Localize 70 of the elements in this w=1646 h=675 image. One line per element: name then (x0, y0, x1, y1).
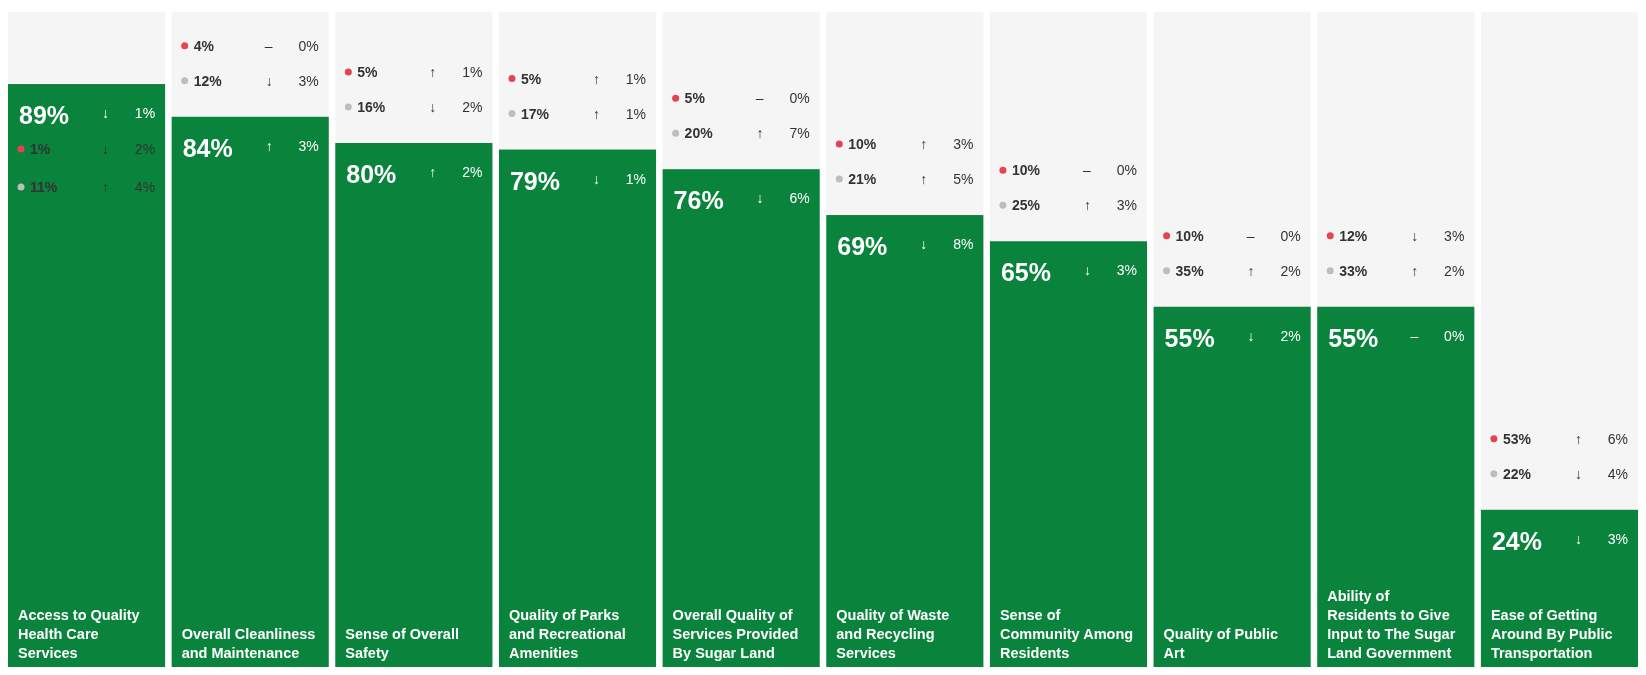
annotation: – 0% (1083, 162, 1138, 179)
x-tick-label: Sense of Overall Safety (345, 625, 460, 663)
data-label: 55% (1328, 323, 1379, 352)
annotation: 11% (30, 179, 58, 196)
x-tick-label: Ability of Residents to Give Input to The Sugar Land Government (1327, 587, 1457, 663)
annotation: ↓ 3% (1083, 262, 1138, 279)
annotation: ↑ 3% (265, 137, 319, 154)
annotation: ↑ 3% (1083, 197, 1138, 214)
annotation: 1% (30, 141, 51, 158)
data-label: 24% (1491, 526, 1542, 555)
annotation: ↓ 3% (265, 72, 319, 89)
annotation: ↓ 3% (1411, 227, 1465, 244)
annotation: 20% (684, 125, 714, 142)
annotation: 12% (1339, 227, 1368, 244)
x-tick-label: Access to Quality Health Care Services (18, 606, 141, 663)
annotation: 10% (1011, 162, 1041, 179)
annotation: ↑ 2% (429, 164, 483, 180)
annotation: ↑ 1% (592, 70, 647, 87)
annotation: ↓ 6% (756, 190, 810, 207)
data-label: 69% (837, 232, 888, 261)
x-tick-label: Ease of Getting Around By Public Transportation (1490, 606, 1614, 663)
annotation: – 0% (755, 90, 810, 107)
data-label: 84% (182, 133, 233, 162)
annotation: 5% (357, 64, 379, 80)
annotation: ↓ 2% (101, 141, 156, 158)
data-label: 79% (509, 166, 561, 195)
annotation: 33% (1339, 262, 1368, 279)
annotation: ↓ 4% (1574, 465, 1628, 482)
x-tick-label: Quality of Parks and Recreational Amenities (508, 606, 627, 663)
annotation: 5% (684, 90, 706, 107)
data-label: 55% (1164, 323, 1215, 352)
annotation: ↑ 1% (592, 105, 647, 122)
annotation: ↑ 2% (1247, 262, 1301, 279)
annotation: ↓ 8% (920, 236, 974, 253)
x-tick-label: Sense of Community Among Residents (999, 606, 1135, 663)
annotation: ↓ 1% (101, 105, 156, 122)
annotation: ↓ 2% (429, 99, 483, 115)
annotation: ↑ 2% (1411, 262, 1465, 279)
data-label: 89% (19, 101, 70, 130)
annotation: 17% (520, 105, 550, 122)
annotation: ↓ 1% (592, 170, 647, 187)
x-tick-label: Quality of Waste and Recycling Services (836, 606, 951, 663)
annotation: – 0% (264, 37, 319, 54)
annotation: 53% (1502, 430, 1532, 447)
x-tick-label: Quality of Public Art (1163, 625, 1279, 663)
x-tick-label: Overall Quality of Services Provided By Sugar Land (672, 606, 800, 663)
data-label: 80% (346, 160, 397, 188)
annotation: ↑ 6% (1574, 430, 1628, 447)
annotation: 25% (1011, 197, 1041, 214)
annotation: 4% (193, 37, 215, 54)
annotation: 22% (1502, 465, 1532, 482)
annotation: 10% (1175, 227, 1205, 244)
data-label: 76% (673, 186, 724, 215)
annotation: 21% (848, 171, 877, 188)
annotation: ↑ 1% (429, 64, 483, 80)
annotation: 12% (193, 72, 223, 89)
annotation: – 0% (1246, 227, 1301, 244)
annotation: 10% (848, 136, 877, 153)
annotation: ↑ 7% (756, 125, 810, 142)
annotation: ↑ 3% (920, 136, 974, 153)
annotation: 16% (357, 99, 386, 115)
annotation: 35% (1175, 262, 1205, 279)
x-tick-label: Overall Cleanliness and Maintenance (181, 625, 317, 663)
annotation: ↑ 4% (101, 179, 156, 196)
annotation: 5% (520, 70, 542, 87)
annotation: ↓ 3% (1574, 530, 1628, 547)
data-label: 65% (1000, 258, 1051, 287)
annotation: – 0% (1410, 327, 1465, 344)
annotation: ↓ 2% (1247, 327, 1301, 344)
annotation: ↑ 5% (920, 171, 974, 188)
